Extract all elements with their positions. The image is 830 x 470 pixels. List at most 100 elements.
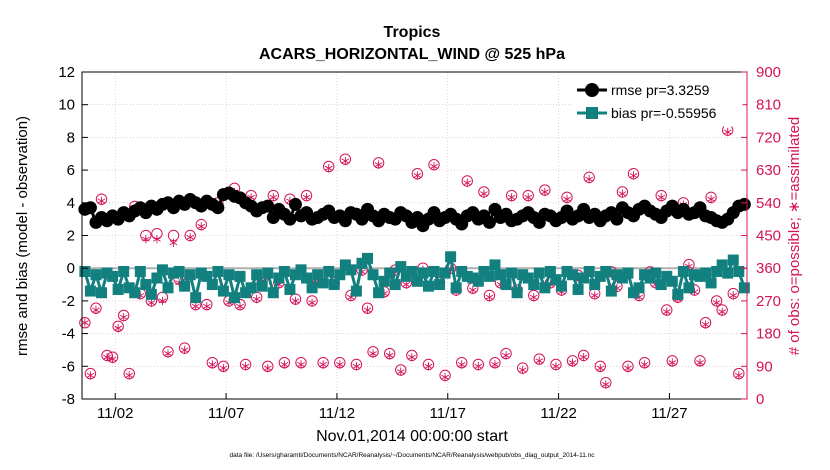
bias-point — [206, 279, 218, 291]
rmse-point — [211, 201, 225, 215]
rmse-point — [355, 212, 369, 226]
obs-assimilated-marker — [236, 302, 244, 311]
obs-assimilated-marker — [186, 233, 195, 242]
obs-assimilated-marker — [463, 178, 472, 188]
asterisk-stroke — [236, 303, 244, 309]
bias-point — [295, 264, 307, 276]
asterisk-stroke — [529, 294, 538, 300]
obs-assimilated-marker — [457, 360, 466, 369]
bias-point — [101, 267, 113, 279]
bias-point — [445, 251, 457, 263]
bias-point — [129, 287, 141, 299]
bias-point — [628, 287, 640, 299]
asterisk-stroke — [662, 309, 671, 315]
footer-data-file: data file: /Users/gharamti/Documents/NCA… — [230, 452, 596, 459]
bias-point — [278, 265, 290, 277]
bias-point — [350, 285, 362, 297]
legend-rmse-marker — [585, 83, 599, 97]
bias-point — [456, 265, 468, 277]
asterisk-stroke — [430, 163, 438, 169]
asterisk-stroke — [701, 322, 710, 328]
y-right-tick-label: 0 — [756, 391, 764, 408]
bias-point — [201, 270, 213, 282]
asterisk-stroke — [402, 282, 411, 288]
rmse-point — [610, 212, 624, 226]
obs-assimilated-marker — [252, 294, 261, 304]
asterisk-stroke — [524, 194, 533, 200]
asterisk-stroke — [324, 165, 333, 171]
bias-point — [700, 267, 712, 279]
bias-point — [616, 272, 628, 284]
obs-assimilated-marker — [241, 362, 250, 371]
bias-point — [345, 264, 357, 276]
asterisk-stroke — [291, 298, 300, 304]
obs-assimilated-marker — [180, 345, 189, 355]
rmse-point — [261, 199, 275, 213]
y-right-tick-label: 720 — [756, 129, 781, 146]
obs-assimilated-marker — [141, 234, 150, 244]
asterisk-stroke — [153, 236, 161, 242]
bias-point — [151, 272, 163, 284]
bias-point — [533, 267, 545, 279]
asterisk-stroke — [491, 361, 499, 367]
bias-point — [256, 280, 268, 292]
legend-bias-marker — [586, 107, 598, 119]
axes: -8-6-4-202468101209018027036045054063072… — [58, 64, 781, 422]
bias-point — [716, 259, 728, 271]
obs-assimilated-marker — [485, 293, 494, 302]
asterisk-stroke — [363, 307, 372, 313]
asterisk-stroke — [518, 367, 527, 373]
obs-assimilated-marker — [147, 298, 156, 307]
obs-assimilated-marker — [480, 189, 488, 198]
asterisk-stroke — [202, 303, 211, 309]
obs-assimilated-marker — [540, 187, 549, 197]
asterisk-stroke — [147, 300, 156, 306]
bias-point — [334, 269, 346, 281]
y-left-tick-label: 8 — [67, 129, 75, 146]
asterisk-stroke — [723, 129, 732, 135]
asterisk-stroke — [568, 360, 577, 366]
obs-assimilated-marker — [441, 373, 449, 382]
obs-assimilated-marker — [618, 189, 627, 198]
asterisk-stroke — [729, 292, 738, 298]
obs-assimilated-marker — [707, 194, 715, 204]
bias-point — [727, 254, 739, 266]
obs-assimilated-marker — [369, 349, 377, 358]
bias-point — [583, 265, 595, 277]
bias-point — [544, 265, 556, 277]
bias-point — [384, 267, 396, 279]
chart-title: Tropics — [384, 24, 441, 41]
bias-point — [229, 292, 241, 304]
bias-point — [661, 270, 673, 282]
obs-assimilated-marker — [657, 193, 666, 202]
asterisk-stroke — [169, 240, 178, 246]
asterisk-stroke — [585, 176, 594, 182]
obs-assimilated-marker — [507, 193, 516, 202]
bias-point — [195, 267, 207, 279]
asterisk-stroke — [707, 196, 715, 202]
bias-point — [467, 272, 479, 284]
asterisk-stroke — [208, 361, 217, 367]
asterisk-stroke — [374, 162, 383, 168]
bias-point — [217, 285, 229, 297]
bias-point — [561, 265, 573, 277]
legend-box — [571, 77, 743, 127]
bias-point — [500, 279, 512, 291]
asterisk-stroke — [335, 361, 344, 367]
asterisk-stroke — [535, 358, 544, 364]
bias-point — [367, 269, 379, 281]
asterisk-stroke — [407, 354, 416, 360]
bias-point — [317, 277, 329, 289]
y-left-tick-label: -8 — [62, 391, 75, 408]
obs-assimilated-marker — [696, 358, 704, 367]
y-right-tick-label: 450 — [756, 228, 781, 245]
x-tick-label: 11/17 — [430, 405, 466, 422]
y-right-tick-label: 540 — [756, 195, 781, 212]
y-left-tick-label: -2 — [62, 293, 75, 310]
obs-assimilated-marker — [424, 362, 433, 371]
asterisk-stroke — [263, 365, 272, 371]
bias-point — [600, 265, 612, 277]
bias-point — [212, 265, 224, 277]
obs-assimilated-marker — [263, 363, 272, 373]
obs-assimilated-marker — [219, 363, 228, 373]
